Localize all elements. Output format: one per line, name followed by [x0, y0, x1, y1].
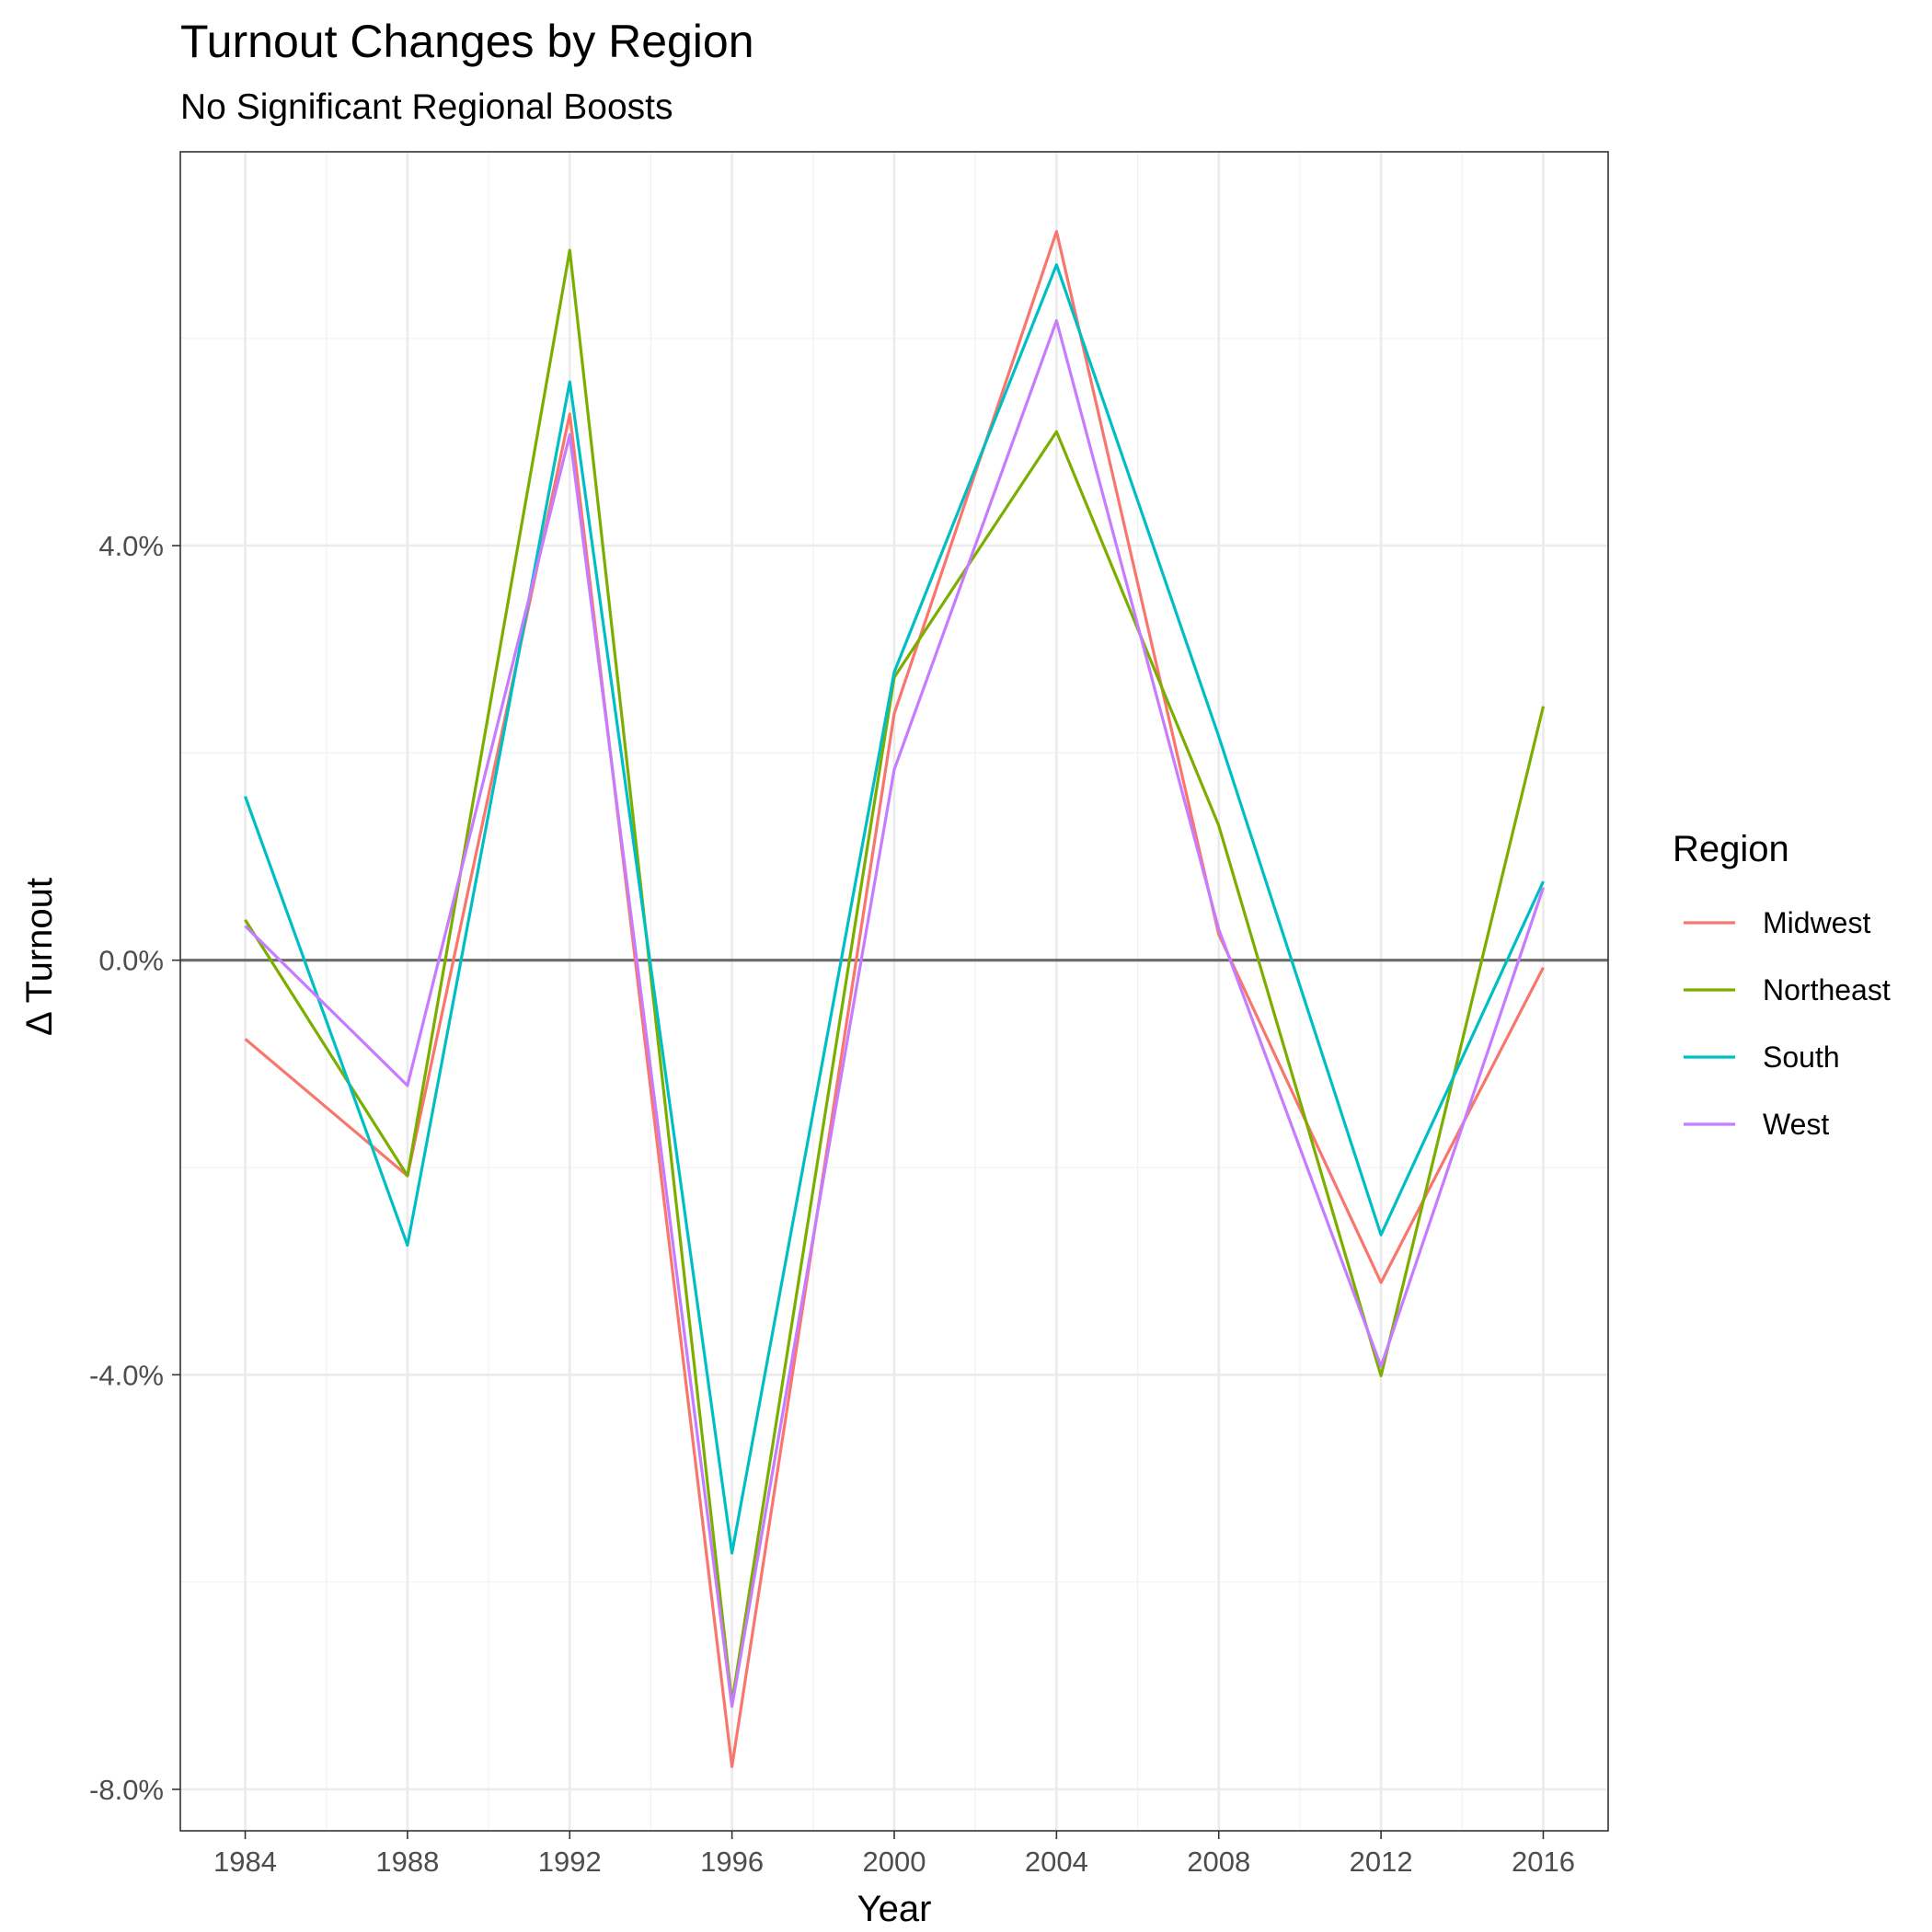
series-lines	[243, 230, 1546, 1768]
legend-label-west: West	[1763, 1108, 1829, 1141]
x-tick-label: 2004	[1025, 1846, 1088, 1878]
y-axis-title: Δ Turnout	[19, 878, 60, 1036]
x-tick-label: 2016	[1512, 1846, 1575, 1878]
legend: Region Midwest Northeast South West	[1673, 829, 1891, 1141]
y-axis: -8.0% -4.0% 0.0% 4.0%	[89, 530, 180, 1806]
y-tick-label: -4.0%	[89, 1359, 164, 1391]
x-tick-label: 1992	[538, 1846, 602, 1878]
x-tick-label: 1996	[700, 1846, 764, 1878]
series-line-west	[244, 319, 1546, 1708]
legend-label-south: South	[1763, 1041, 1840, 1074]
grid-lines	[180, 152, 1608, 1831]
x-tick-label: 1988	[375, 1846, 439, 1878]
x-tick-label: 2012	[1350, 1846, 1413, 1878]
y-tick-label: -8.0%	[89, 1774, 164, 1806]
x-tick-label: 2000	[863, 1846, 926, 1878]
legend-label-northeast: Northeast	[1763, 973, 1891, 1006]
series-line-midwest	[244, 230, 1545, 1768]
chart-title: Turnout Changes by Region	[180, 16, 754, 67]
chart-subtitle: No Significant Regional Boosts	[180, 87, 673, 127]
series-line-south	[243, 263, 1545, 1555]
x-tick-label: 1984	[213, 1846, 277, 1878]
x-axis-title: Year	[857, 1889, 932, 1929]
y-tick-label: 4.0%	[98, 530, 164, 562]
x-tick-label: 2008	[1187, 1846, 1250, 1878]
legend-label-midwest: Midwest	[1763, 906, 1870, 939]
legend-title: Region	[1673, 829, 1789, 869]
y-tick-label: 0.0%	[98, 945, 164, 977]
x-axis: 1984 1988 1992 1996 2000 2004 2008 2012 2016	[213, 1831, 1575, 1878]
